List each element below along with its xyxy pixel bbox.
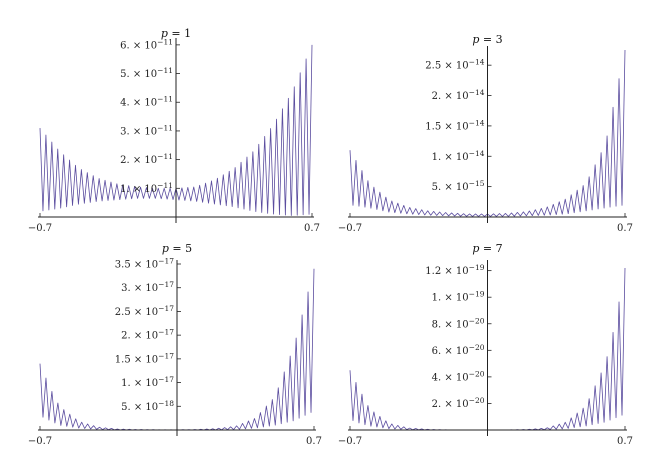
y-tick-label: 3.5 × 10−17 [115, 257, 174, 271]
panel-title: p = 3 [472, 33, 502, 46]
y-tick-label: 1.2 × 10−19 [425, 263, 484, 277]
y-tick-label: 2. × 10−11 [120, 152, 173, 166]
y-tick-label: 1. × 10−11 [120, 181, 173, 195]
y-tick-label: 2. × 10−14 [432, 88, 485, 102]
x-tick-label: −0.7 [338, 223, 362, 234]
x-tick-label: −0.7 [28, 223, 52, 234]
panel-title: p = 5 [162, 242, 192, 255]
x-tick-label: 0.7 [617, 436, 633, 447]
y-tick-label: 3. × 10−11 [120, 123, 173, 137]
x-tick-label: −0.7 [338, 436, 362, 447]
x-tick-label: 0.7 [306, 436, 322, 447]
y-tick-label: 5. × 10−11 [120, 66, 173, 80]
y-tick-label: 1.5 × 10−14 [425, 118, 484, 132]
y-tick-label: 6. × 10−20 [432, 343, 485, 357]
panel-title: p = 7 [472, 242, 502, 255]
x-tick-label: −0.7 [28, 436, 52, 447]
chart-panel-3: 5. × 10−18 1. × 10−17 1.5 × 10−17 2. × 10−1… [28, 242, 322, 447]
chart-panel-1: 1. × 10−11 2. × 10−11 3. × 10−11 4. × 10−11… [28, 27, 320, 234]
y-tick-label: 3. × 10−17 [121, 280, 174, 294]
y-tick-label: 2. × 10−20 [432, 396, 485, 410]
y-tick-label: 1. × 10−17 [121, 375, 174, 389]
chart-panel-2: 5. × 10−15 1. × 10−14 1.5 × 10−14 2. × 10−1… [338, 33, 633, 234]
y-tick-label: 5. × 10−15 [432, 179, 485, 193]
y-tick-label: 4. × 10−11 [120, 95, 173, 109]
y-tick-label: 8. × 10−20 [432, 316, 485, 330]
x-tick-label: 0.7 [617, 223, 633, 234]
y-tick-label: 6. × 10−11 [120, 37, 173, 51]
y-tick-label: 2.5 × 10−17 [115, 304, 174, 318]
y-tick-label: 2.5 × 10−14 [425, 58, 484, 72]
panel-title: p = 1 [161, 27, 191, 40]
y-tick-label: 2. × 10−17 [121, 328, 174, 342]
x-tick-label: 0.7 [304, 223, 320, 234]
chart-panel-4: 2. × 10−20 4. × 10−20 6. × 10−20 8. × 10−20… [338, 242, 633, 447]
y-tick-label: 1. × 10−14 [432, 149, 485, 163]
y-tick-label: 1.5 × 10−17 [115, 351, 174, 365]
y-tick-label: 1. × 10−19 [432, 290, 485, 304]
y-tick-label: 5. × 10−18 [121, 399, 174, 413]
y-tick-label: 4. × 10−20 [432, 369, 485, 383]
